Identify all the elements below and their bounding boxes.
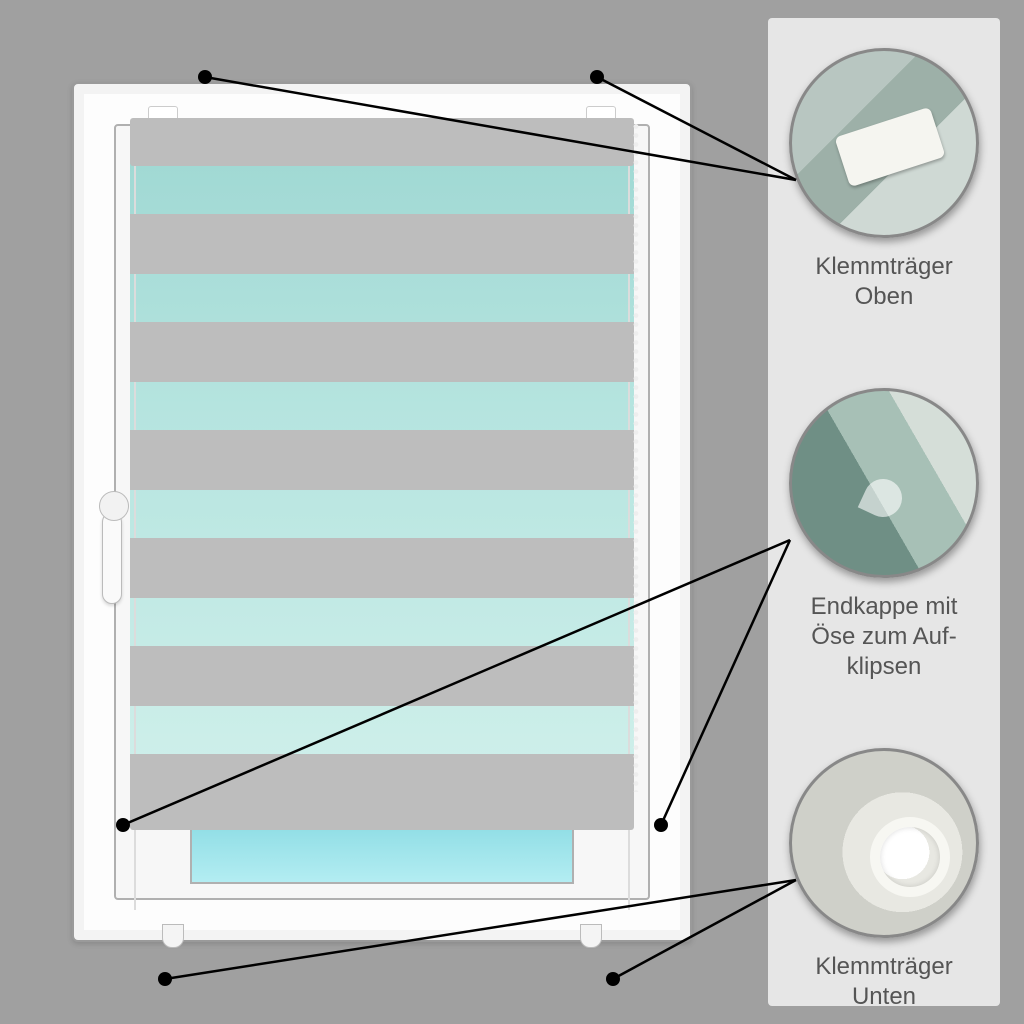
label-bottom: Klemmträger Unten [815, 952, 952, 1012]
callout-bottom: Klemmträger Unten [768, 748, 1000, 1012]
clip-bottom-right-icon [580, 924, 602, 948]
window-handle-icon [102, 512, 122, 604]
info-panel: Klemmträger Oben Endkappe mit Öse zum Au… [768, 18, 1000, 1006]
indicator-dot [198, 70, 212, 84]
indicator-dot [654, 818, 668, 832]
photo-klemmtraeger-oben [789, 48, 979, 238]
indicator-dot [606, 972, 620, 986]
label-middle: Endkappe mit Öse zum Auf- klipsen [811, 592, 958, 682]
blind-fabric [130, 166, 634, 806]
callout-middle: Endkappe mit Öse zum Auf- klipsen [768, 388, 1000, 682]
callout-top: Klemmträger Oben [768, 48, 1000, 312]
blind-cassette [130, 118, 634, 166]
photo-endkappe [789, 388, 979, 578]
indicator-dot [116, 818, 130, 832]
blind-stripes [130, 166, 634, 806]
indicator-dot [158, 972, 172, 986]
blind-bottom-bar [130, 800, 634, 830]
photo-klemmtraeger-unten [789, 748, 979, 938]
label-top: Klemmträger Oben [815, 252, 952, 312]
indicator-dot [590, 70, 604, 84]
clip-bottom-left-icon [162, 924, 184, 948]
window-diagram [72, 82, 692, 942]
bead-chain-icon [632, 122, 640, 792]
